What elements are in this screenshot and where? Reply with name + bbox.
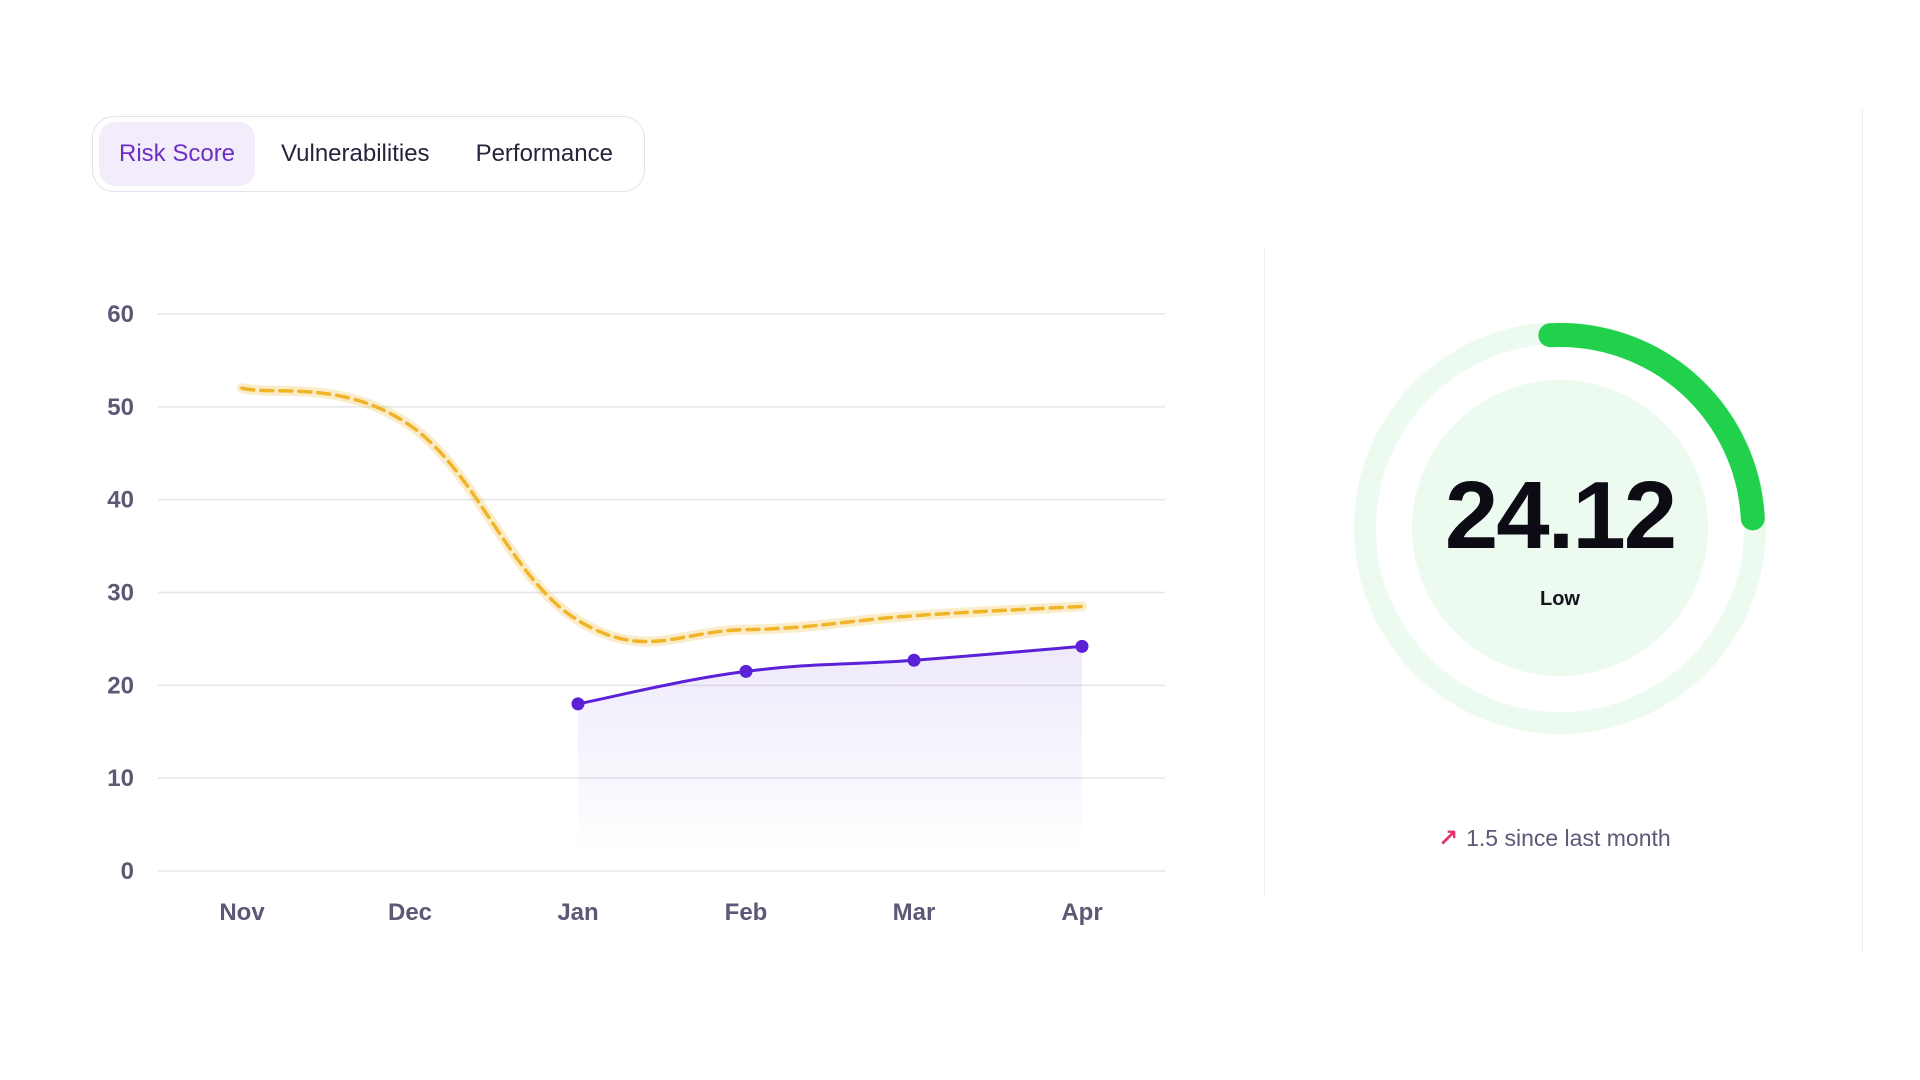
x-tick-label: Mar <box>893 899 936 926</box>
series-line-previous <box>240 386 1084 644</box>
gauge-value: 24.12 <box>1444 462 1677 569</box>
y-tick-label: 50 <box>107 394 134 421</box>
data-point[interactable] <box>1075 639 1089 653</box>
tab-risk-score[interactable]: Risk Score <box>99 122 256 186</box>
series-line-current <box>577 644 1083 706</box>
series-area <box>578 646 1082 857</box>
gauge-inner-disc <box>1412 380 1708 676</box>
gauge-progress-arc <box>1538 323 1765 531</box>
y-tick-label: 0 <box>121 858 134 885</box>
y-tick-label: 10 <box>107 765 134 792</box>
y-tick-label: 40 <box>107 487 134 514</box>
data-point[interactable] <box>571 697 585 711</box>
data-point[interactable] <box>739 664 753 678</box>
y-tick-label: 20 <box>107 672 134 699</box>
y-tick-label: 60 <box>107 301 134 328</box>
tab-performance[interactable]: Performance <box>475 140 613 167</box>
tab-bar: Risk Score Vulnerabilities Performance <box>92 116 645 192</box>
x-tick-label: Apr <box>1061 899 1102 926</box>
x-tick-label: Nov <box>219 899 265 926</box>
section-divider <box>1264 248 1265 896</box>
change-indicator: ↗ 1.5 since last month <box>1438 824 1671 853</box>
x-tick-label: Dec <box>388 899 432 926</box>
series-line-glow <box>237 383 1087 647</box>
change-text: 1.5 since last month <box>1466 825 1671 851</box>
gauge-ring <box>1354 322 1766 734</box>
y-tick-label: 30 <box>107 580 134 607</box>
arrow-up-right-icon: ↗ <box>1438 825 1459 852</box>
tab-vulnerabilities[interactable]: Vulnerabilities <box>281 140 430 167</box>
risk-gauge: 24.12 Low <box>1350 318 1770 738</box>
data-point[interactable] <box>907 653 921 667</box>
risk-score-line-chart: 0 10 20 30 40 50 60 Nov Dec Jan Feb Mar Apr <box>107 301 1165 926</box>
x-tick-label: Feb <box>725 899 768 926</box>
panel-right-edge <box>1862 108 1863 952</box>
gauge-level-label: Low <box>1540 588 1580 610</box>
x-tick-label: Jan <box>557 899 598 926</box>
